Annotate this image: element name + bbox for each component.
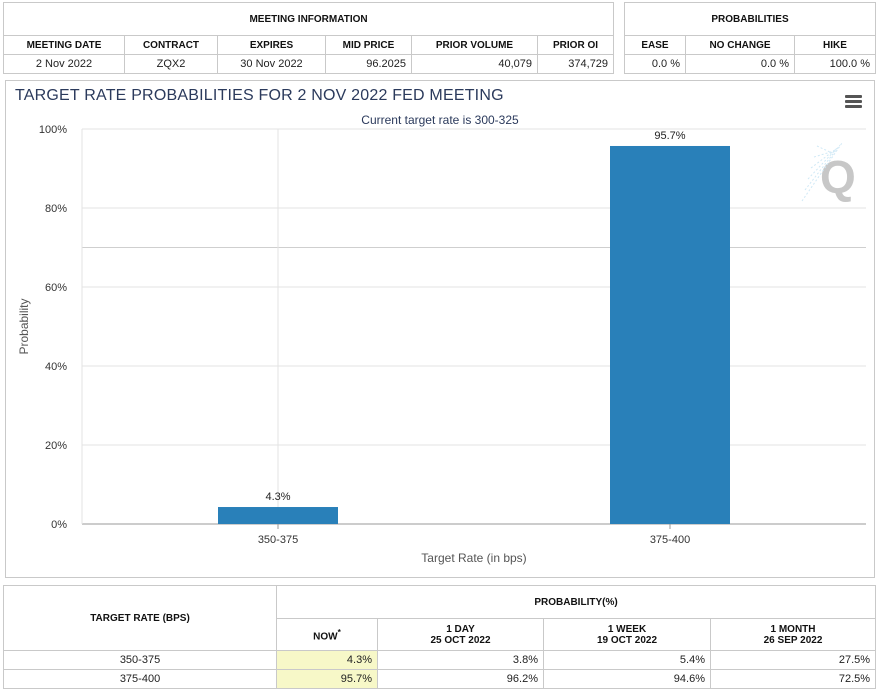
now-footnote-marker: *: [337, 626, 341, 637]
col-prior-oi: PRIOR OI: [536, 35, 615, 55]
table-row: 375-400 95.7% 96.2% 94.6% 72.5%: [3, 669, 877, 689]
ease-value: 0.0 %: [624, 54, 686, 74]
contract-value: ZQX2: [124, 54, 218, 74]
expires-value: 30 Nov 2022: [217, 54, 326, 74]
day-cell: 96.2%: [377, 669, 544, 689]
target-rate-header: TARGET RATE (BPS): [3, 585, 277, 651]
y-tick-label: 60%: [45, 282, 67, 294]
month-cell: 27.5%: [709, 650, 877, 670]
week-cell: 94.6%: [543, 669, 711, 689]
q-logo-icon: Q: [801, 142, 856, 203]
svg-text:Q: Q: [820, 151, 856, 203]
period-date: 26 SEP 2022: [763, 634, 823, 646]
col-1-day: 1 DAY 25 OCT 2022: [377, 618, 544, 651]
y-tick-label: 80%: [45, 203, 67, 215]
table-row: 350-375 4.3% 3.8% 5.4% 27.5%: [3, 650, 877, 670]
probability-history-table: TARGET RATE (BPS) PROBABILITY(%) NOW* 1 …: [3, 585, 877, 689]
hamburger-menu-icon[interactable]: [845, 95, 862, 108]
bar: [610, 145, 730, 525]
data-label: 4.3%: [265, 491, 290, 503]
no-change-value: 0.0 %: [685, 54, 795, 74]
col-no-change: NO CHANGE: [685, 35, 795, 55]
hike-value: 100.0 %: [793, 54, 877, 74]
bar-chart: 0% 20% 40% 60% 80% 100% 4.3% 350-375 95.7% 375-40…: [17, 124, 866, 565]
period-date: 25 OCT 2022: [430, 634, 491, 646]
y-axis-title: Probability: [17, 298, 31, 354]
col-prior-volume: PRIOR VOLUME: [411, 35, 538, 55]
chart-panel: 0% 20% 40% 60% 80% 100% 4.3% 350-375 95.7% 375-40…: [5, 80, 875, 578]
col-1-month: 1 MONTH 26 SEP 2022: [709, 618, 877, 651]
col-now: NOW*: [276, 618, 378, 651]
day-cell: 3.8%: [377, 650, 544, 670]
y-tick-label: 0%: [51, 519, 67, 531]
col-hike: HIKE: [793, 35, 877, 55]
period-label: 1 WEEK: [607, 623, 647, 635]
table-row: 0.0 % 0.0 % 100.0 %: [624, 54, 877, 74]
now-label: NOW: [313, 631, 338, 643]
chart-title: TARGET RATE PROBABILITIES FOR 2 NOV 2022…: [15, 87, 504, 104]
rate-cell: 350-375: [3, 650, 277, 670]
col-contract: CONTRACT: [124, 35, 218, 55]
mid-price-value: 96.2025: [325, 54, 412, 74]
meeting-info-header: MEETING INFORMATION: [2, 2, 615, 36]
probabilities-header: PROBABILITIES: [623, 2, 877, 36]
y-tick-label: 100%: [39, 124, 67, 136]
bar: [218, 507, 338, 524]
data-label: 95.7%: [654, 130, 685, 142]
probability-group-header: PROBABILITY(%): [275, 585, 877, 619]
y-tick-label: 40%: [45, 361, 67, 373]
now-cell: 4.3%: [276, 650, 378, 670]
period-label: 1 MONTH: [770, 623, 816, 635]
week-cell: 5.4%: [543, 650, 711, 670]
month-cell: 72.5%: [709, 669, 877, 689]
probabilities-table: PROBABILITIES EASE NO CHANGE HIKE 0.0 % …: [623, 2, 877, 74]
x-tick-label: 375-400: [650, 534, 690, 546]
rate-cell: 375-400: [3, 669, 277, 689]
x-tick-label: 350-375: [258, 534, 298, 546]
table-row: 2 Nov 2022 ZQX2 30 Nov 2022 96.2025 40,0…: [3, 54, 615, 74]
col-ease: EASE: [624, 35, 686, 55]
y-tick-label: 20%: [45, 440, 67, 452]
now-cell: 95.7%: [276, 669, 378, 689]
col-expires: EXPIRES: [217, 35, 326, 55]
col-meeting-date: MEETING DATE: [3, 35, 125, 55]
prior-oi-value: 374,729: [536, 54, 615, 74]
x-axis-title: Target Rate (in bps): [421, 551, 526, 565]
prior-volume-value: 40,079: [411, 54, 538, 74]
period-date: 19 OCT 2022: [596, 634, 658, 646]
chart-subtitle: Current target rate is 300-325: [361, 113, 519, 127]
meeting-info-table: MEETING INFORMATION MEETING DATE CONTRAC…: [2, 2, 615, 74]
col-mid-price: MID PRICE: [325, 35, 412, 55]
col-1-week: 1 WEEK 19 OCT 2022: [543, 618, 711, 651]
period-label: 1 DAY: [446, 623, 475, 635]
meeting-date-value: 2 Nov 2022: [3, 54, 125, 74]
